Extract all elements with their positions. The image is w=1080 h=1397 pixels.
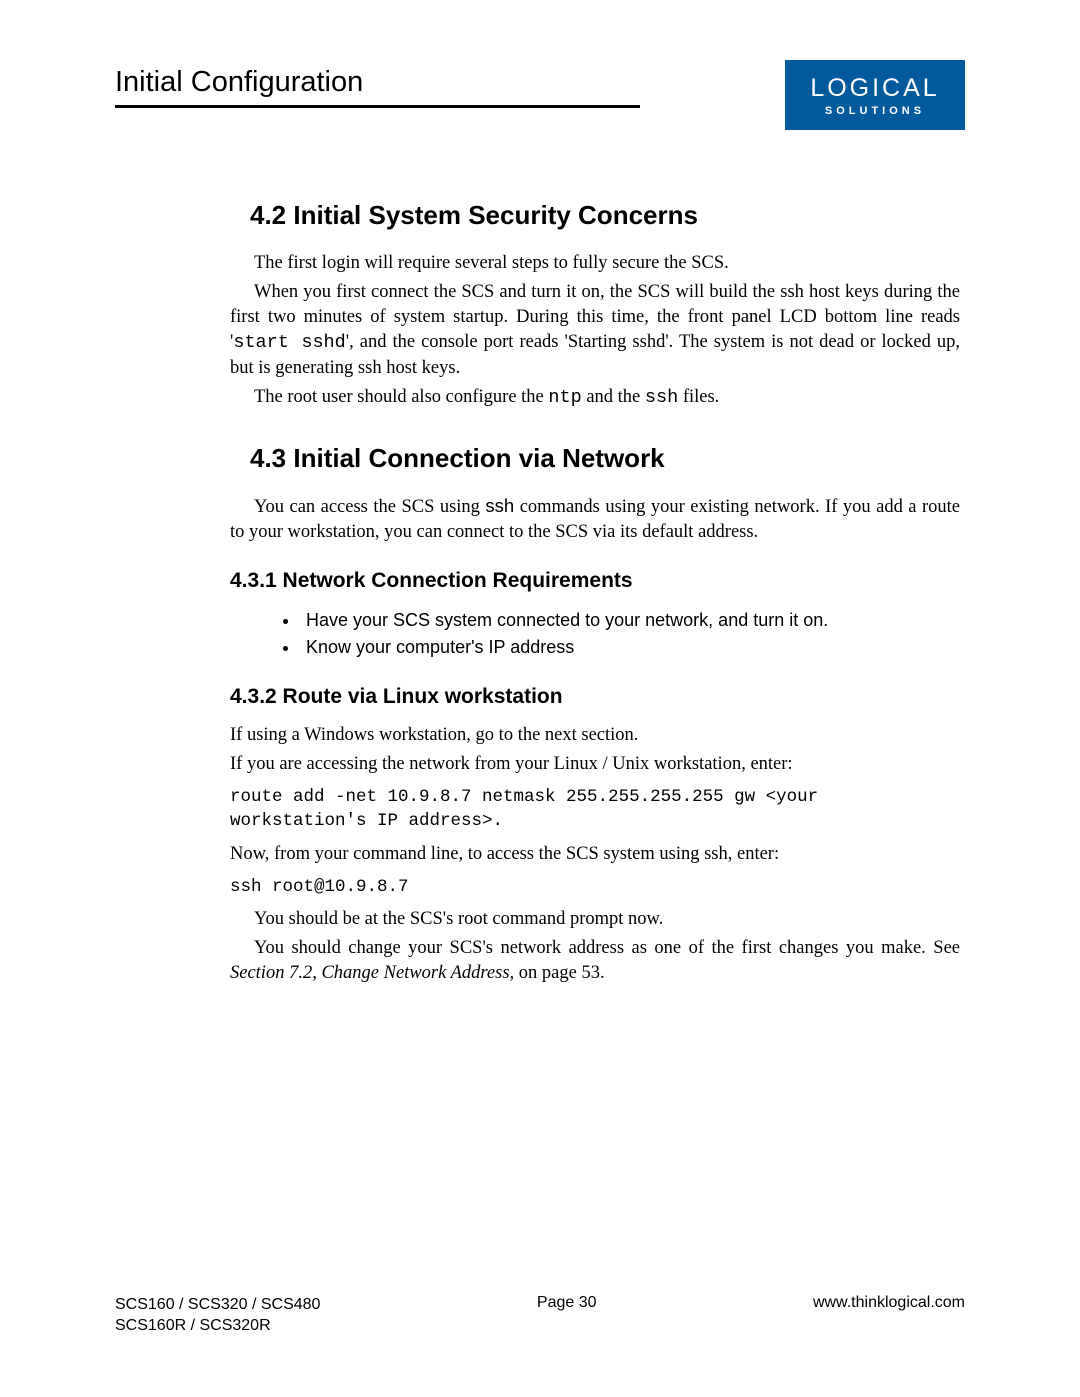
para-4-3-2-5: You should change your SCS's network add… [230,936,960,986]
footer-product-models: SCS160 / SCS320 / SCS480 SCS160R / SCS32… [115,1294,320,1337]
page-header: Initial Configuration LOGICAL SOLUTIONS [115,60,965,130]
para-4-3-2-4: You should be at the SCS's root command … [230,907,960,932]
heading-4-3-1: 4.3.1 Network Connection Requirements [230,569,960,593]
heading-4-2: 4.2 Initial System Security Concerns [230,200,960,231]
para-4-3-2-3: Now, from your command line, to access t… [230,842,960,867]
content-body: 4.2 Initial System Security Concerns The… [115,200,965,986]
para-4-3-2-1: If using a Windows workstation, go to th… [230,723,960,748]
requirements-list: Have your SCS system connected to your n… [300,607,960,661]
page-title: Initial Configuration [115,60,640,99]
code-start-sshd: start sshd [233,332,345,353]
para-4-2-3a: The root user should also configure the [254,387,548,407]
para-4-3-2-2: If you are accessing the network from yo… [230,752,960,777]
logo-main-text: LOGICAL [810,74,939,103]
para-4-2-3c: files. [678,387,719,407]
header-rule [115,105,640,108]
code-route-add: route add -net 10.9.8.7 netmask 255.255.… [230,785,960,834]
header-left: Initial Configuration [115,60,640,108]
para-4-3-1a: You can access the SCS using [254,497,485,517]
heading-4-3: 4.3 Initial Connection via Network [230,443,960,474]
para-4-2-3b: and the [582,387,645,407]
code-ntp: ntp [548,387,581,408]
heading-4-3-2: 4.3.2 Route via Linux workstation [230,685,960,709]
footer-page-number: Page 30 [320,1294,812,1337]
footer-models-2: SCS160R / SCS320R [115,1317,271,1334]
code-ssh-root: ssh root@10.9.8.7 [230,875,960,900]
para-4-2-2: When you first connect the SCS and turn … [230,280,960,381]
code-ssh-inline: ssh [485,495,514,516]
para-4-3-2-5b: on page 53. [514,963,604,983]
page-footer: SCS160 / SCS320 / SCS480 SCS160R / SCS32… [115,1294,965,1337]
code-ssh: ssh [645,387,678,408]
para-4-2-1: The first login will require several ste… [230,251,960,276]
footer-models-1: SCS160 / SCS320 / SCS480 [115,1296,320,1313]
footer-url: www.thinklogical.com [813,1294,965,1337]
list-item: Know your computer's IP address [300,634,960,661]
para-4-3-2-5a: You should change your SCS's network add… [254,938,960,958]
para-4-2-3: The root user should also configure the … [230,385,960,411]
list-item: Have your SCS system connected to your n… [300,607,960,634]
logo-sub-text: SOLUTIONS [825,105,925,117]
logo: LOGICAL SOLUTIONS [785,60,965,130]
para-4-3-1: You can access the SCS using ssh command… [230,494,960,545]
section-reference: Section 7.2, Change Network Address, [230,963,514,983]
